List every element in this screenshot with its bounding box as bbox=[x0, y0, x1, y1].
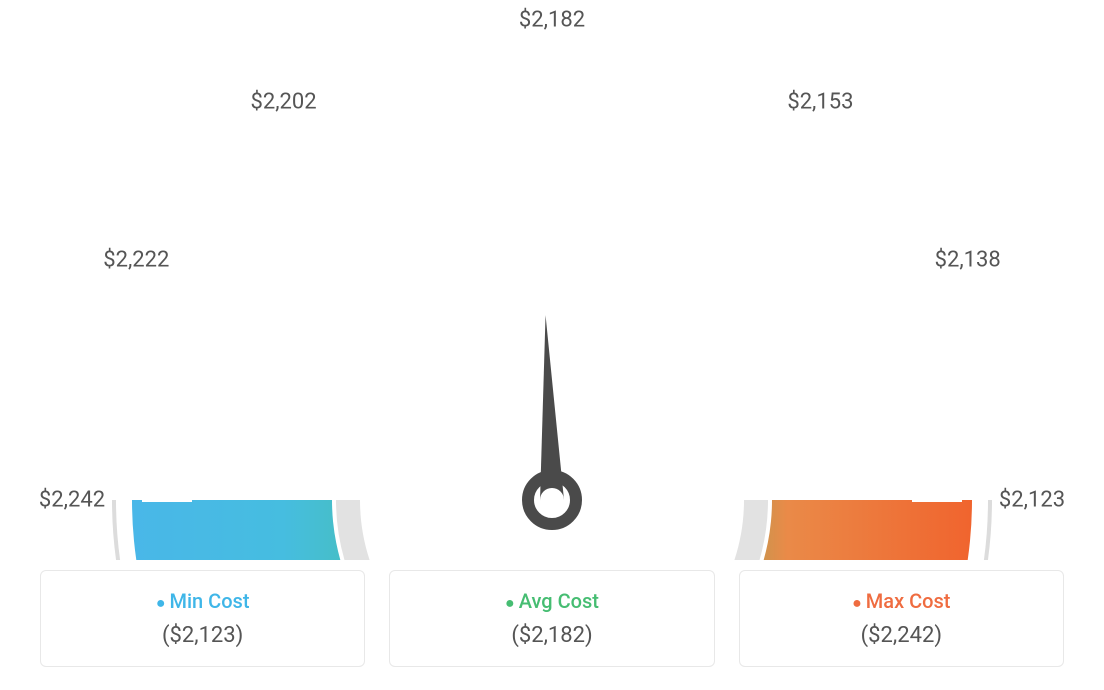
legend-max-card: Max Cost ($2,242) bbox=[739, 570, 1064, 667]
gauge-tick-label: $2,138 bbox=[935, 248, 1001, 273]
legend-min-label: Min Cost bbox=[41, 589, 364, 613]
gauge-tick-label: $2,202 bbox=[251, 90, 317, 115]
gauge-tick-label: $2,153 bbox=[787, 90, 853, 115]
legend-min-card: Min Cost ($2,123) bbox=[40, 570, 365, 667]
legend-min-value: ($2,123) bbox=[41, 623, 364, 648]
legend-row: Min Cost ($2,123) Avg Cost ($2,182) Max … bbox=[0, 570, 1104, 667]
gauge-tick-label: $2,222 bbox=[103, 248, 169, 273]
legend-avg-card: Avg Cost ($2,182) bbox=[389, 570, 714, 667]
legend-max-label: Max Cost bbox=[740, 589, 1063, 613]
legend-max-value: ($2,242) bbox=[740, 623, 1063, 648]
gauge-svg bbox=[0, 0, 1104, 560]
legend-avg-label: Avg Cost bbox=[390, 589, 713, 613]
gauge-tick-label: $2,242 bbox=[39, 488, 105, 513]
cost-gauge: $2,123 $2,138 $2,153 $2,182 $2,202 $2,222 $2,2… bbox=[0, 0, 1104, 560]
legend-avg-value: ($2,182) bbox=[390, 623, 713, 648]
gauge-tick-label: $2,182 bbox=[519, 8, 585, 33]
gauge-tick-label: $2,123 bbox=[999, 488, 1065, 513]
